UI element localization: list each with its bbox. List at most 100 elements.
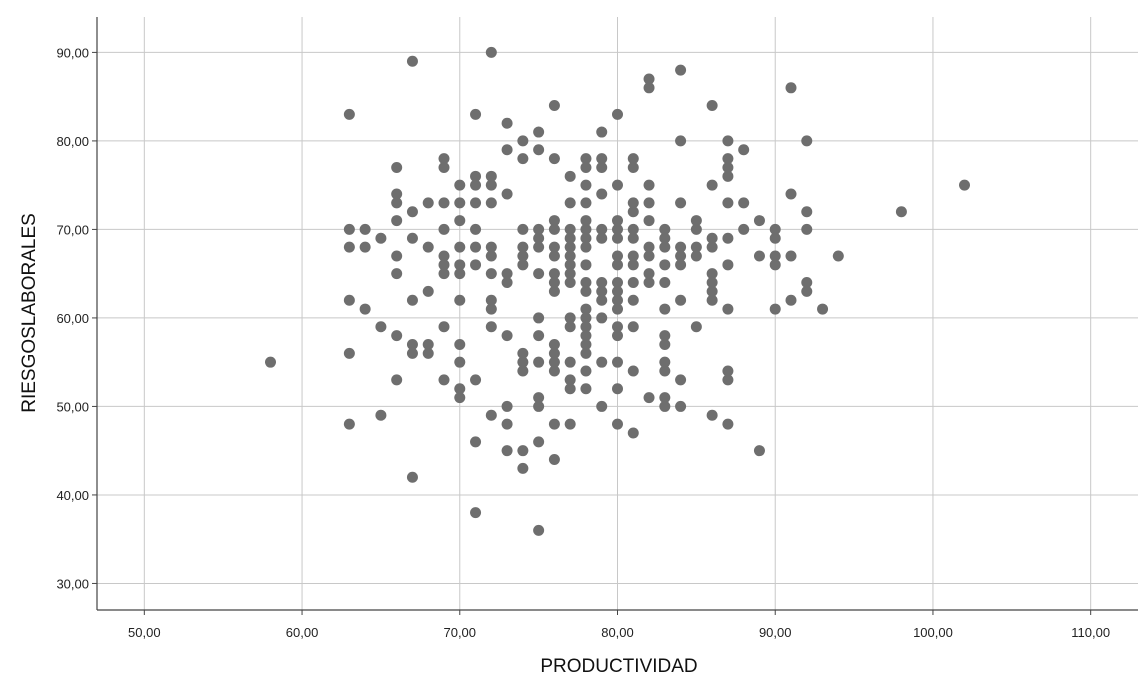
data-point [596,223,608,235]
data-point [580,161,592,173]
data-point [470,108,482,120]
data-point [548,338,560,350]
data-point [659,277,671,289]
data-point [675,64,687,76]
data-point [722,161,734,173]
data-point [501,144,513,156]
data-point [548,418,560,430]
data-point [564,374,576,386]
data-point [643,179,655,191]
data-point [659,365,671,377]
data-point [485,197,497,209]
data-point [690,321,702,333]
data-point [612,232,623,244]
data-point [612,383,623,395]
data-point [517,445,529,457]
data-point [596,232,608,244]
y-tick-label: 50,00 [56,399,89,414]
data-point [580,303,592,315]
data-point [438,259,450,271]
data-point [659,338,671,350]
data-point [422,347,434,359]
data-point [454,392,466,404]
x-tick-label: 100,00 [913,625,953,640]
data-point [438,153,450,165]
data-point [343,223,355,235]
data-point [596,126,608,138]
data-point [422,285,434,297]
data-point [517,365,529,377]
data-point [485,46,497,58]
data-point [406,232,418,244]
data-point [627,153,639,165]
data-point [406,206,418,218]
data-point [580,241,592,253]
data-point [533,126,545,138]
data-point [438,268,450,280]
data-point [627,161,639,173]
data-point [517,223,529,235]
data-point [580,179,592,191]
data-point [769,250,781,262]
data-point [612,179,623,191]
data-point [438,321,450,333]
data-point [438,250,450,262]
y-axis-title: RIESGOSLABORALES [19,213,40,413]
data-point [785,82,797,94]
y-tick-label: 30,00 [56,576,89,591]
data-point [612,294,623,306]
data-point [359,241,371,253]
data-point [596,161,608,173]
data-point [391,197,403,209]
x-tick-label: 60,00 [286,625,319,640]
data-point [612,223,623,235]
data-point [690,215,702,227]
y-tick-label: 90,00 [56,45,89,60]
data-point [627,259,639,271]
data-point [659,356,671,368]
data-point [548,356,560,368]
data-point [596,188,608,200]
data-point [612,330,623,342]
data-point [769,223,781,235]
data-point [470,170,482,182]
data-point [517,135,529,147]
data-point [548,347,560,359]
x-tick-label: 90,00 [759,625,792,640]
data-point [517,241,529,253]
data-point [548,268,560,280]
data-point [548,241,560,253]
data-point [596,285,608,297]
data-point [485,250,497,262]
data-point [722,365,734,377]
data-point [801,285,813,297]
data-point [564,383,576,395]
data-point [627,197,639,209]
data-point [548,454,560,466]
data-point [643,82,655,94]
data-point [517,259,529,271]
data-point [564,232,576,244]
data-point [564,277,576,289]
data-point [738,144,750,156]
data-point [596,153,608,165]
data-point [470,507,482,519]
data-point [580,347,592,359]
data-point [580,338,592,350]
data-point [580,312,592,324]
data-point [612,250,623,262]
data-point [675,294,687,306]
data-point [359,223,371,235]
data-point [564,312,576,324]
data-point [343,294,355,306]
data-point [564,268,576,280]
data-point [517,462,529,474]
data-point [580,197,592,209]
data-point [659,223,671,235]
data-point [959,179,970,191]
x-tick-label: 50,00 [128,625,161,640]
data-point [627,321,639,333]
data-point [627,250,639,262]
data-point [470,223,482,235]
